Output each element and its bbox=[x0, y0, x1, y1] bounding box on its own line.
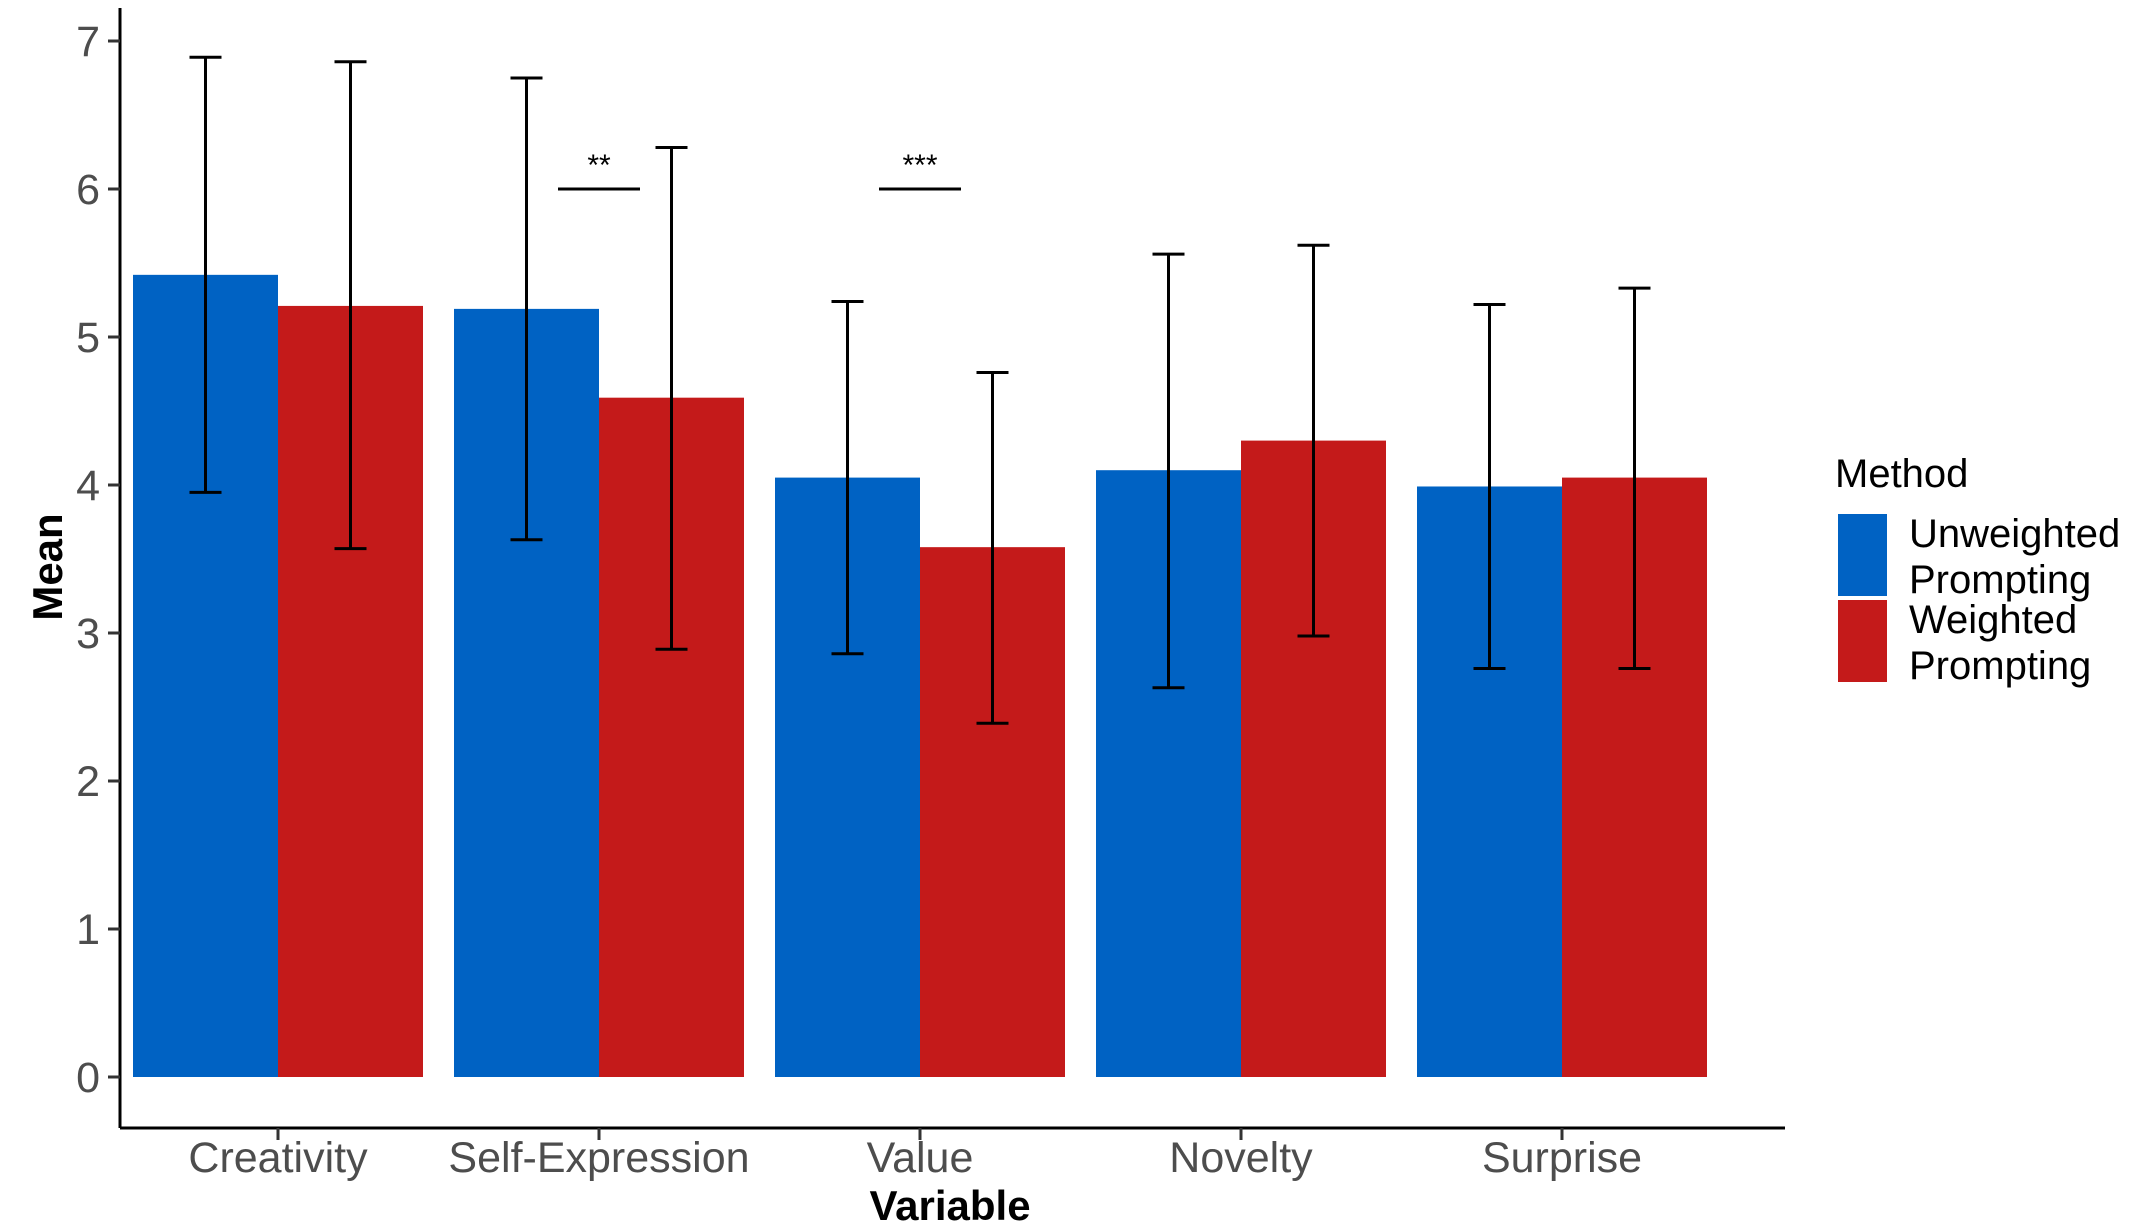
x-tick-label: Value bbox=[867, 1134, 974, 1182]
significance-label: ** bbox=[587, 149, 611, 182]
y-ticks-group: 0 1 2 3 4 5 6 7 bbox=[76, 18, 120, 1102]
x-ticks-group: Creativity Self-Expression Value Novelty Sur… bbox=[188, 1128, 1642, 1182]
legend-swatch bbox=[1838, 600, 1887, 682]
y-tick-label: 2 bbox=[76, 758, 100, 806]
significance-group: ** *** bbox=[558, 149, 961, 191]
y-axis-title: Mean bbox=[24, 513, 71, 620]
y-tick-label: 7 bbox=[76, 18, 100, 66]
x-tick-label: Surprise bbox=[1482, 1134, 1642, 1182]
legend-swatch bbox=[1838, 514, 1887, 596]
legend-title: Method bbox=[1835, 452, 1968, 496]
bars-group bbox=[133, 274, 1707, 1078]
y-tick-label: 1 bbox=[76, 906, 100, 954]
legend-label: Unweighted Prompting bbox=[1909, 512, 2120, 602]
x-tick-label: Self-Expression bbox=[448, 1134, 749, 1182]
legend-label: Weighted Prompting bbox=[1909, 598, 2091, 688]
significance-label: *** bbox=[902, 149, 937, 182]
y-tick-label: 4 bbox=[76, 462, 100, 510]
axes-group bbox=[118, 8, 1785, 1130]
x-tick-label: Novelty bbox=[1169, 1134, 1313, 1182]
y-tick-label: 5 bbox=[76, 314, 100, 362]
y-tick-label: 3 bbox=[76, 610, 100, 658]
x-tick-label: Creativity bbox=[188, 1134, 368, 1182]
error-bars-group bbox=[189, 55, 1651, 725]
x-axis-title: Variable bbox=[869, 1182, 1030, 1227]
y-tick-label: 0 bbox=[76, 1054, 100, 1102]
y-tick-label: 6 bbox=[76, 166, 100, 214]
